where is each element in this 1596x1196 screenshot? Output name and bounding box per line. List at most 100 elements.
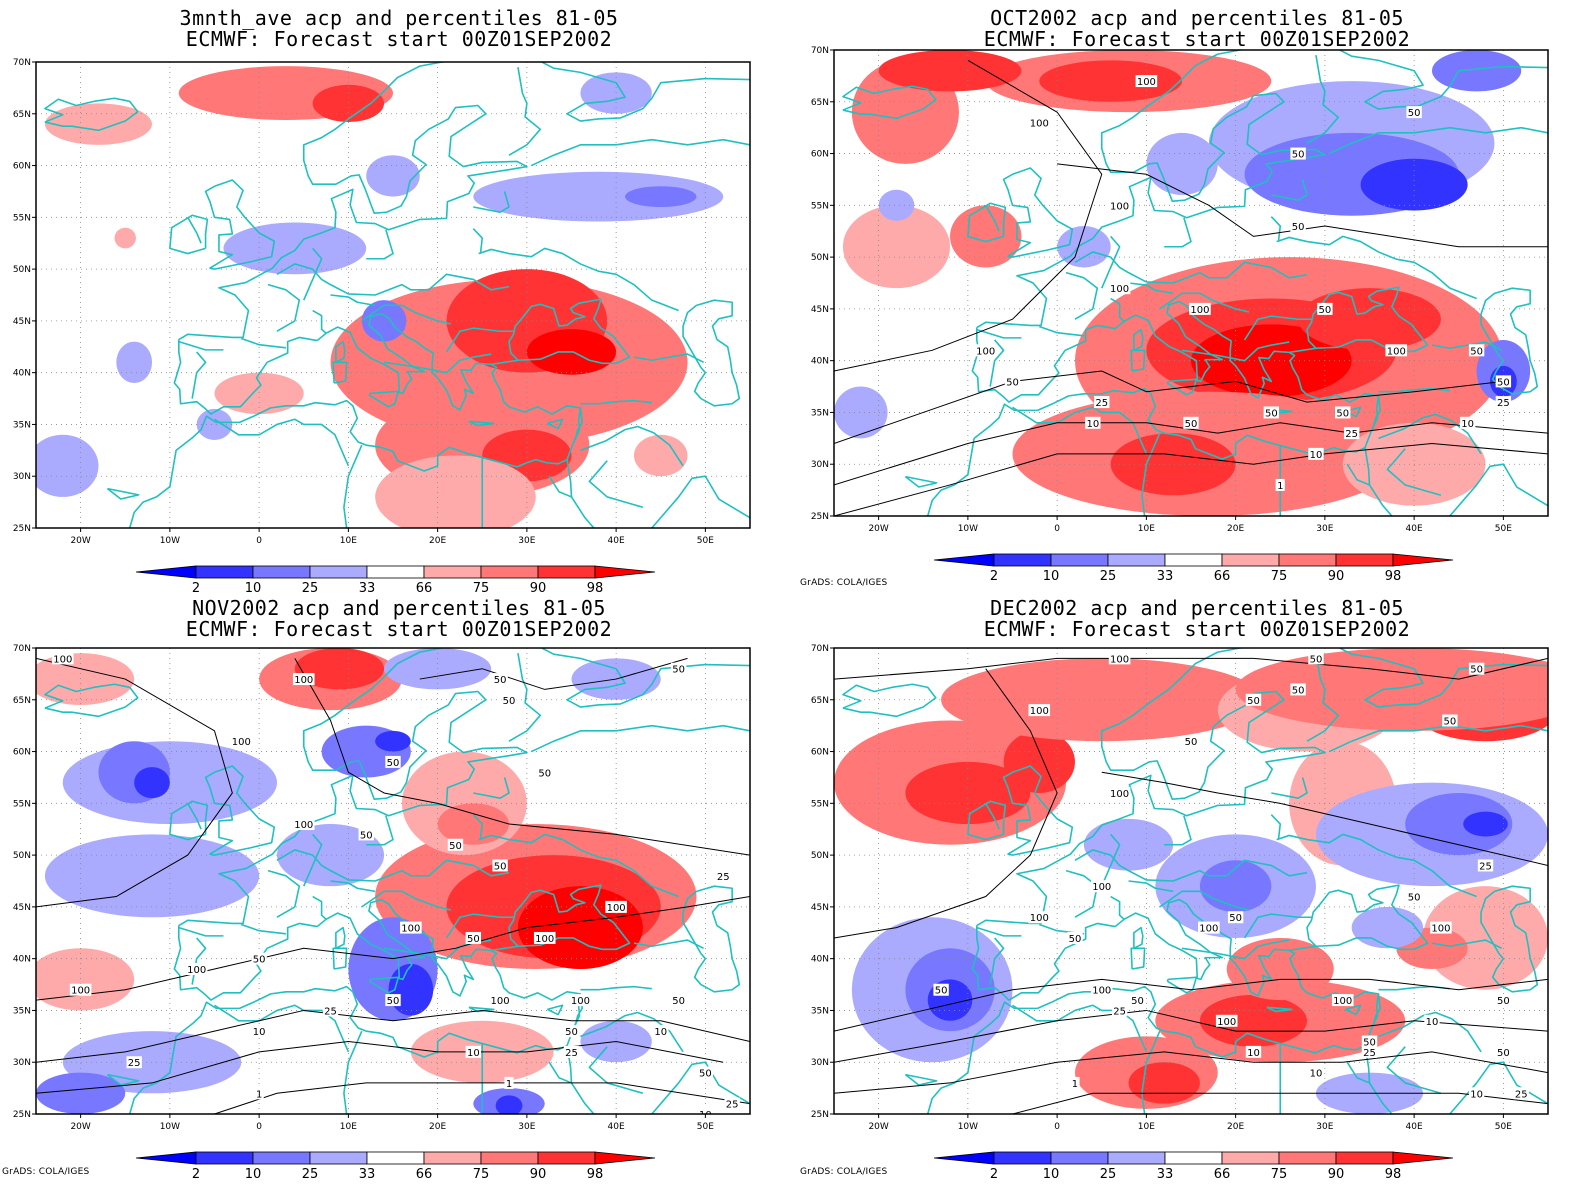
contour-label-bg [1308,652,1324,665]
colorbar-high-arrow [594,565,656,579]
contour-label-bg [1406,106,1422,119]
contour-label: 25 [717,872,730,883]
coastline [478,833,679,898]
coastline [106,1073,140,1086]
colorbar-label: 10 [1043,1167,1060,1182]
colorbar-segment [195,1151,254,1165]
y-tick-label: 65N [13,696,31,706]
contour-label: 1 [256,1089,262,1100]
contour-label-bg [465,931,482,944]
coastlines [44,648,750,1114]
contour-label: 100 [294,820,313,831]
coastline [1370,395,1382,432]
percentile-region [375,455,536,528]
y-tick-label: 25N [811,1110,829,1120]
x-tick-label: 10W [160,1122,180,1132]
coastline [1181,939,1290,960]
coastline [491,298,631,366]
contour-label-bg [605,900,627,913]
contour-label: 100 [1387,346,1406,357]
contour-label-bg [1028,116,1051,129]
contour-label: 50 [1229,913,1242,924]
contour-label: 50 [1069,934,1082,945]
x-tick-label: 20W [868,524,888,534]
contour-label: 10 [1470,1089,1483,1100]
coastline [1141,1030,1161,1114]
coastline [106,487,140,500]
coastline [1101,833,1121,887]
coastline [383,353,492,374]
x-tick-label: 10W [160,536,180,546]
contour-label: 50 [387,996,400,1007]
coastline [276,849,510,882]
colorbar-label: 33 [1157,569,1174,584]
x-tick-label: 10E [1138,524,1155,534]
contour-label-bg [1245,693,1262,706]
precip-contour [1012,1092,1548,1114]
coastline [178,62,750,341]
contour-label-bg [254,1087,264,1100]
coastline [985,204,1000,232]
y-tick-label: 35N [13,1006,31,1016]
contour-label-bg [489,994,511,1007]
contour-label: 50 [1131,996,1144,1007]
y-tick-label: 50N [13,265,31,275]
precip-contour [214,1082,750,1114]
contour-label: 50 [1292,222,1305,233]
contour-label: 50 [1443,716,1456,727]
contour-label: 50 [1470,665,1483,676]
coastline [1101,235,1121,289]
coastline [1386,448,1442,497]
colorbar-label: 75 [473,581,490,596]
x-tick-label: 0 [256,536,262,546]
colorbar-low-arrow [135,565,197,579]
coastline [1128,282,1174,295]
y-tick-label: 45N [811,903,829,913]
contour-label: 100 [1030,118,1049,129]
coastline [169,800,209,841]
contour-label-bg [569,994,592,1007]
coastline [128,312,582,528]
coastline [1002,765,1074,856]
contour-label: 50 [1497,996,1510,1007]
contour-label: 100 [1030,913,1049,924]
coastline [1012,406,1148,455]
coastline [366,229,394,260]
contour-label: 50 [1408,108,1421,119]
contour-label: 100 [187,965,206,976]
contour-label: 25 [1515,1089,1528,1100]
coastline [682,885,741,993]
contour-label-bg [1004,375,1021,388]
contour-label: 50 [1185,419,1198,430]
coastline [547,418,564,430]
y-tick-label: 35N [13,420,31,430]
contour-label: 100 [1333,996,1352,1007]
contour-label-bg [1094,396,1110,409]
coastline [1133,328,1144,352]
y-tick-label: 55N [13,213,31,223]
contour-label-bg [933,983,949,996]
colorbar-low-arrow [135,1151,197,1165]
y-tick-label: 35N [811,1006,829,1016]
contour-label: 25 [1345,429,1358,440]
coastline [682,299,741,407]
contour-label-bg [697,1066,714,1079]
coastline [976,50,1548,329]
precip-contour [1101,771,1548,866]
contour-label: 100 [71,986,90,997]
contour-label: 1 [506,1079,512,1090]
coastline [926,898,1380,1114]
coastline [445,913,514,939]
colorbar-label: 98 [587,1167,604,1182]
x-tick-label: 10W [958,1122,978,1132]
y-tick-label: 70N [811,644,829,654]
contour-label: 50 [672,665,685,676]
precip-contour [834,59,1103,372]
contour-label: 25 [1113,1006,1126,1017]
coastline [904,475,938,488]
coastline [445,327,514,353]
coastline [1271,179,1308,201]
coastline [842,683,937,718]
coastline [366,815,394,846]
coastline [1431,341,1502,352]
